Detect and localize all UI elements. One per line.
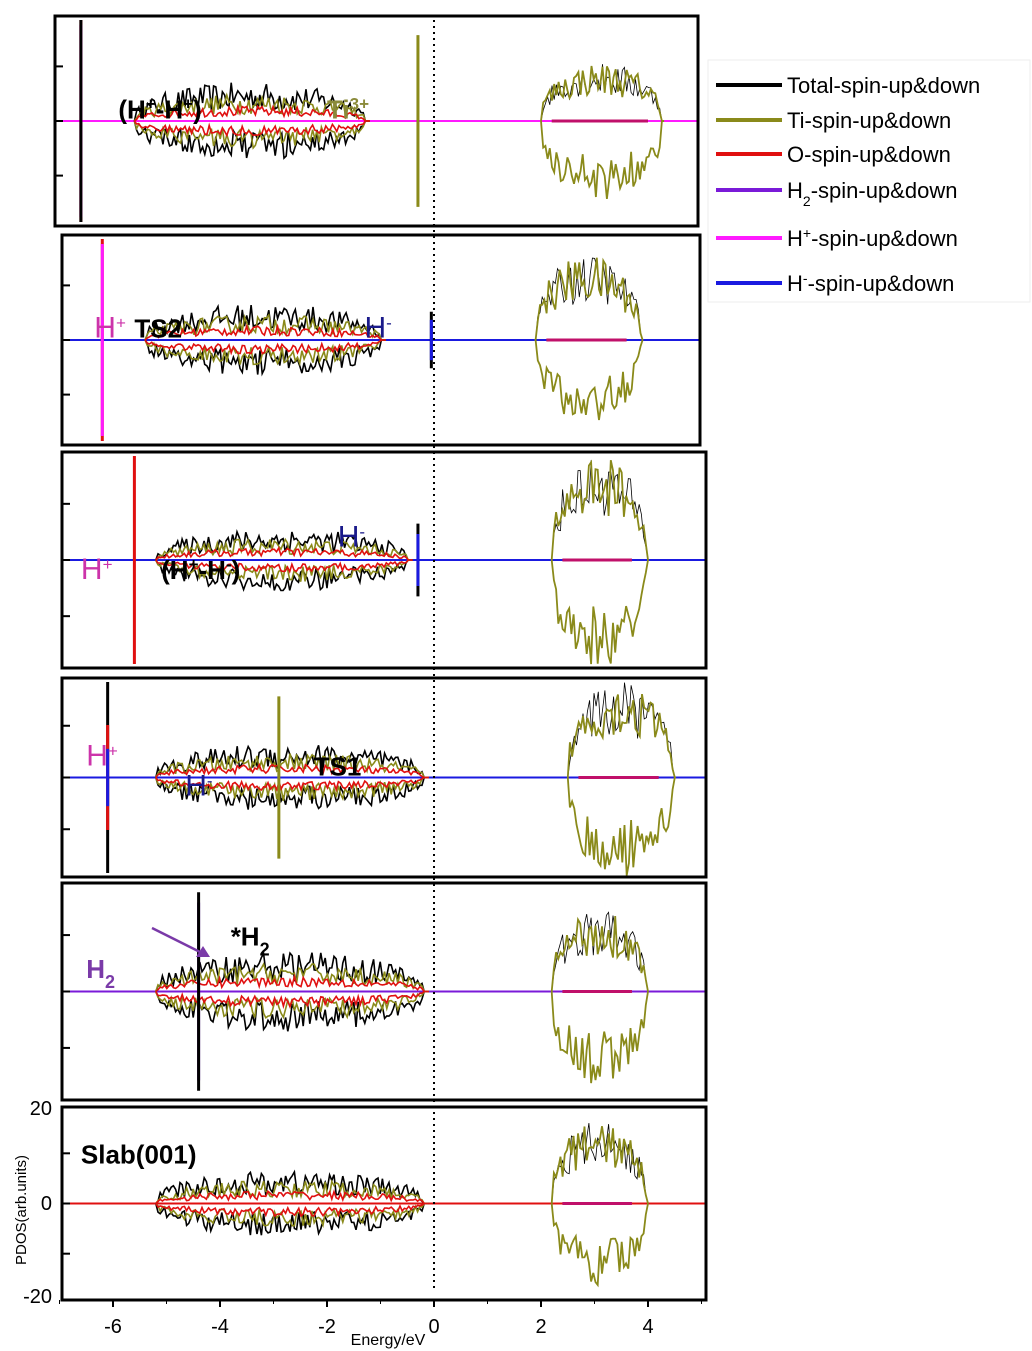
pdos-panels: (H+-H+) Ti3+ H+ TS2 H- H+ (H+-H-) H- H+ H- TS1 H2 *H…	[53, 14, 708, 1302]
panel-label: *H2	[231, 921, 270, 959]
panel-label: H-	[364, 312, 391, 345]
panel-label: H+	[81, 553, 113, 586]
series-cb-ti-up	[550, 916, 649, 992]
x-tick-label: -2	[318, 1316, 336, 1338]
series-vb	[144, 339, 386, 356]
series-vb	[155, 776, 429, 802]
series-cb-ti-down	[540, 120, 665, 200]
legend: Total-spin-up&down Ti-spin-up&down O-spin-…	[707, 59, 1031, 303]
legend-entry: H+-spin-up&down	[787, 225, 958, 251]
series-cb-ti-down	[550, 559, 649, 665]
series-cb-ti-down	[534, 339, 644, 421]
legend-box	[707, 59, 1031, 303]
series-vb	[155, 962, 429, 993]
panel-label: H+	[94, 312, 126, 345]
y-tick-label: 20	[30, 1098, 52, 1120]
panel-label: TS2	[134, 314, 182, 344]
panel-label: Slab(001)	[81, 1139, 197, 1169]
series-vb	[144, 323, 386, 341]
x-tick-label: -6	[104, 1316, 122, 1338]
series-cb-ti-up	[534, 257, 644, 341]
panel-p6: Slab(001)	[60, 1105, 708, 1302]
legend-entry: Ti-spin-up&down	[787, 108, 951, 133]
panel-p4: H+ H- TS1	[60, 676, 708, 879]
panel-p2: H+ TS2 H-	[60, 233, 702, 447]
legend-entry: O-spin-up&down	[787, 142, 951, 167]
series-vb	[155, 990, 429, 1032]
series-vb	[155, 1202, 429, 1237]
x-tick-label: 2	[535, 1316, 546, 1338]
series-vb	[155, 990, 429, 1010]
panel-label: (H+-H+)	[118, 94, 201, 125]
series-cb-ti-down	[566, 776, 676, 876]
series-vb	[133, 120, 370, 138]
series-vb	[144, 339, 386, 367]
series-cb-ti-up	[550, 459, 649, 561]
series-vb	[155, 1202, 429, 1218]
series-cb-ti-up	[566, 693, 676, 779]
y-tick-label: 0	[41, 1193, 52, 1215]
panel-label: Ti3+	[327, 94, 369, 125]
x-tick-label: 0	[428, 1316, 439, 1338]
series-vb	[155, 546, 413, 561]
legend-entry: H2-spin-up&down	[787, 178, 957, 209]
series-vb	[155, 753, 429, 779]
series-cb-ti-up	[550, 1126, 649, 1204]
series-vb	[155, 776, 429, 793]
series-vb	[155, 1202, 429, 1229]
panel-p1: (H+-H+) Ti3+	[53, 14, 700, 228]
y-tick-label: -20	[23, 1286, 52, 1308]
panel-label: H-	[338, 520, 365, 553]
series-vb	[155, 1169, 429, 1205]
x-tick-label: 4	[642, 1316, 653, 1338]
series-vb	[155, 559, 413, 582]
panel-p5: H2 *H2	[60, 881, 708, 1102]
legend-entry: H--spin-up&down	[787, 270, 954, 296]
series-cb-ti-down	[550, 991, 649, 1084]
series-vb	[155, 1179, 429, 1205]
panel-label: (H+-H-)	[161, 554, 240, 585]
series-vb	[155, 762, 429, 779]
series-vb	[155, 559, 413, 574]
series-vb	[155, 1189, 429, 1205]
panel-p3: H+ (H+-H-) H-	[60, 450, 708, 670]
panel-label: H-	[185, 769, 212, 802]
h2-arrow	[151, 926, 205, 956]
series-cb-ti-up	[540, 65, 665, 122]
series-vb	[144, 303, 386, 341]
panel-label: H2	[86, 954, 115, 992]
series-vb	[155, 776, 429, 810]
series-vb	[155, 973, 429, 993]
series-vb	[155, 951, 429, 993]
legend-entry: Total-spin-up&down	[787, 73, 980, 98]
x-tick-label: -4	[211, 1316, 229, 1338]
panel-label: H+	[86, 740, 118, 773]
series-vb	[133, 103, 370, 122]
series-cb-ti-down	[550, 1203, 649, 1288]
panel-label: TS1	[314, 752, 362, 782]
series-vb	[144, 313, 386, 341]
x-axis-label: Energy/eV	[351, 1332, 426, 1349]
y-axis-label: PDOS(arb.units)	[13, 1155, 30, 1265]
h2-arrowhead	[196, 946, 210, 957]
